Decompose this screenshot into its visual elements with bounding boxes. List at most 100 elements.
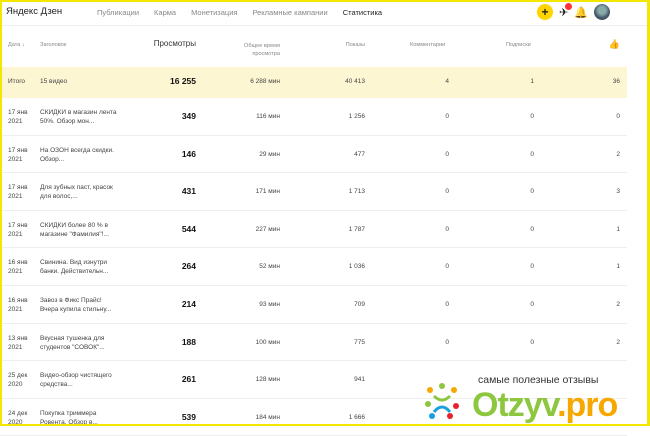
row-views: 539 <box>182 412 196 422</box>
row-time: 128 мин <box>256 376 280 383</box>
row-views: 188 <box>182 337 196 347</box>
total-shows: 40 413 <box>345 78 365 85</box>
row-title[interactable]: Покупка триммера Ровента. Обзор в... <box>40 409 120 427</box>
row-time: 171 мин <box>256 188 280 195</box>
row-title[interactable]: Видео-обзор чистящего средства... <box>40 371 120 389</box>
row-time: 100 мин <box>256 339 280 346</box>
total-likes: 36 <box>613 78 620 85</box>
col-views[interactable]: Просмотры <box>154 39 196 48</box>
add-button[interactable]: + <box>537 4 553 20</box>
row-comments: 0 <box>445 263 449 270</box>
row-comments: 0 <box>445 339 449 346</box>
row-date: 25 дек 2020 <box>8 371 36 389</box>
nav-statistics[interactable]: Статистика <box>343 8 382 17</box>
row-time: 227 мин <box>256 226 280 233</box>
row-subs: 0 <box>530 226 534 233</box>
row-title[interactable]: Свинина. Вид изнутри банки. Действительн… <box>40 258 120 276</box>
row-subs: 0 <box>530 151 534 158</box>
row-subs: 0 <box>530 263 534 270</box>
total-row: Итого 15 видео 16 255 6 288 мин 40 413 4… <box>0 67 627 98</box>
row-likes: 2 <box>616 339 620 346</box>
thumbs-up-icon[interactable]: 👍 <box>609 39 620 50</box>
row-title[interactable]: Завоз в Фикс Прайс! Вчера купила стильну… <box>40 296 120 314</box>
watermark-tagline: самые полезные отзывы <box>478 374 598 386</box>
total-views: 16 255 <box>170 76 196 86</box>
row-likes: 1 <box>616 226 620 233</box>
col-date[interactable]: Дата ↓ <box>8 42 25 48</box>
col-shows[interactable]: Показы <box>346 42 365 48</box>
row-date: 16 янв 2021 <box>8 296 36 314</box>
row-comments: 0 <box>445 301 449 308</box>
watermark-tld: .pro <box>557 386 617 424</box>
row-subs: 0 <box>530 339 534 346</box>
row-time: 116 мин <box>256 113 280 120</box>
total-count: 15 видео <box>40 78 67 85</box>
row-title[interactable]: На ОЗОН всегда скидки. Обзор... <box>40 146 120 164</box>
notification-badge <box>565 3 572 10</box>
row-title[interactable]: СКИДКИ в магазин лента 50%. Обзор мон... <box>40 108 120 126</box>
row-date: 17 янв 2021 <box>8 183 36 201</box>
row-shows: 709 <box>354 301 365 308</box>
nav-karma[interactable]: Карма <box>154 8 176 17</box>
row-views: 146 <box>182 149 196 159</box>
avatar[interactable] <box>594 4 610 20</box>
row-comments: 0 <box>445 113 449 120</box>
nav-publications[interactable]: Публикации <box>97 8 139 17</box>
row-subs: 0 <box>530 301 534 308</box>
total-label: Итого <box>8 78 25 85</box>
row-comments: 0 <box>445 151 449 158</box>
row-date: 13 янв 2021 <box>8 334 36 352</box>
row-date: 17 янв 2021 <box>8 108 36 126</box>
row-title[interactable]: Вкусная тушенка для студентов "СОВОК"... <box>40 334 120 352</box>
col-title: Заголовок <box>40 42 66 48</box>
row-shows: 775 <box>354 339 365 346</box>
row-shows: 1 713 <box>349 188 365 195</box>
row-views: 544 <box>182 224 196 234</box>
watermark-brand: Otzyv.pro <box>472 386 617 425</box>
watermark-brand-name: Otzyv <box>472 386 557 424</box>
row-shows: 477 <box>354 151 365 158</box>
row-shows: 1 256 <box>349 113 365 120</box>
row-likes: 0 <box>616 113 620 120</box>
logo-text: Яндекс Дзен <box>6 6 62 17</box>
row-time: 29 мин <box>259 151 280 158</box>
row-time: 93 мин <box>259 301 280 308</box>
table-header: Дата ↓ Заголовок Просмотры Общее время п… <box>0 36 627 66</box>
bell-icon[interactable]: 🔔 <box>574 6 588 19</box>
col-subs[interactable]: Подписки <box>506 42 531 48</box>
row-likes: 2 <box>616 301 620 308</box>
row-shows: 1 787 <box>349 226 365 233</box>
col-comments[interactable]: Комментарии <box>410 42 445 48</box>
total-comments: 4 <box>445 78 449 85</box>
header-actions: + ✈ 🔔 <box>537 4 610 20</box>
nav-monetization[interactable]: Монетизация <box>191 8 237 17</box>
row-date: 17 янв 2021 <box>8 221 36 239</box>
row-views: 214 <box>182 299 196 309</box>
otzyv-logo-icon <box>422 382 462 422</box>
row-likes: 2 <box>616 151 620 158</box>
row-views: 261 <box>182 374 196 384</box>
row-views: 431 <box>182 186 196 196</box>
yandex-zen-logo[interactable]: Яндекс Дзен <box>6 6 62 17</box>
paper-plane-icon[interactable]: ✈ <box>559 6 568 19</box>
otzyv-watermark: самые полезные отзывы Otzyv.pro <box>420 370 650 426</box>
row-title[interactable]: СКИДКИ более 80 % в магазине "Фамилия"!.… <box>40 221 120 239</box>
total-time: 6 288 мин <box>250 78 280 85</box>
row-subs: 0 <box>530 113 534 120</box>
row-views: 264 <box>182 261 196 271</box>
row-date: 16 янв 2021 <box>8 258 36 276</box>
row-shows: 1 666 <box>349 414 365 421</box>
row-title[interactable]: Для зубных паст, красок для волос,... <box>40 183 120 201</box>
col-time[interactable]: Общее время просмотра <box>232 42 280 58</box>
total-subs: 1 <box>530 78 534 85</box>
main-nav: Публикации Карма Монетизация Рекламные к… <box>97 8 382 17</box>
nav-ad-campaigns[interactable]: Рекламные кампании <box>252 8 327 17</box>
row-time: 52 мин <box>259 263 280 270</box>
